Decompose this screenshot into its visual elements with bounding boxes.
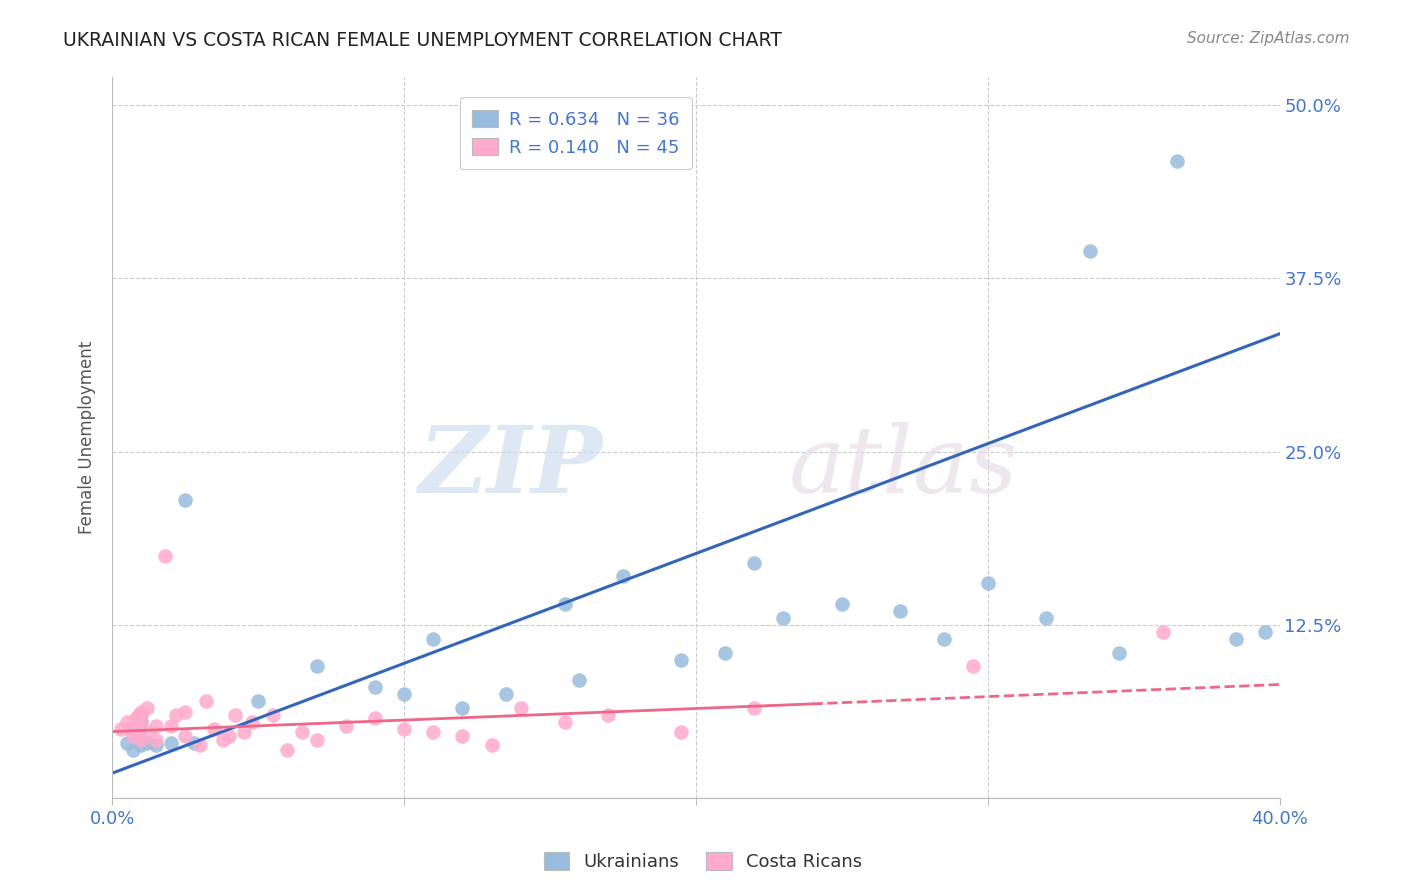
Point (194, 694, 217, 708)
Point (392, 722, 415, 736)
Text: UKRAINIAN VS COSTA RICAN FEMALE UNEMPLOYMENT CORRELATION CHART: UKRAINIAN VS COSTA RICAN FEMALE UNEMPLOY… (63, 31, 782, 50)
Point (128, 729, 150, 743)
Point (568, 673, 591, 688)
Point (962, 659, 984, 673)
Point (495, 687, 517, 701)
Point (742, 701, 765, 715)
Point (831, 597, 853, 611)
Point (128, 724, 150, 739)
Point (145, 733, 167, 747)
Point (1078, 244, 1101, 258)
Point (451, 729, 474, 743)
Point (1035, 611, 1057, 625)
Point (121, 742, 143, 756)
Point (772, 611, 794, 625)
Point (224, 708, 246, 723)
Point (115, 736, 138, 750)
Y-axis label: Female Unemployment: Female Unemployment (79, 341, 96, 534)
Point (932, 632, 955, 646)
Point (509, 701, 531, 715)
Point (291, 724, 314, 739)
Point (232, 724, 254, 739)
Point (1166, 153, 1188, 168)
Point (153, 549, 176, 563)
Point (131, 705, 153, 719)
Point (247, 694, 270, 708)
Point (305, 733, 328, 747)
Point (136, 724, 159, 739)
Point (364, 680, 387, 694)
Text: Source: ZipAtlas.com: Source: ZipAtlas.com (1187, 31, 1350, 46)
Point (118, 722, 141, 736)
Point (481, 739, 503, 753)
Point (1225, 632, 1247, 646)
Point (131, 733, 153, 747)
Point (262, 708, 284, 723)
Point (124, 719, 146, 733)
Point (131, 739, 153, 753)
Point (392, 687, 415, 701)
Point (977, 576, 1000, 591)
Text: ZIP: ZIP (418, 422, 603, 512)
Point (174, 729, 197, 743)
Point (145, 719, 167, 733)
Point (364, 711, 387, 725)
Point (131, 708, 153, 723)
Point (174, 705, 197, 719)
Point (159, 736, 181, 750)
Point (212, 733, 235, 747)
Point (131, 714, 153, 729)
Point (136, 736, 159, 750)
Point (165, 708, 187, 723)
Point (115, 714, 138, 729)
Text: atlas: atlas (789, 422, 1019, 512)
Point (110, 722, 132, 736)
Point (451, 701, 474, 715)
Point (598, 708, 620, 723)
Point (124, 711, 146, 725)
Point (554, 597, 576, 611)
Point (128, 708, 150, 723)
Point (305, 659, 328, 673)
Point (422, 724, 444, 739)
Point (183, 736, 205, 750)
Point (121, 729, 143, 743)
Point (124, 722, 146, 736)
Legend: Ukrainians, Costa Ricans: Ukrainians, Costa Ricans (537, 846, 869, 879)
Point (276, 742, 298, 756)
Point (742, 556, 765, 570)
Point (145, 739, 167, 753)
Point (136, 701, 159, 715)
Point (671, 652, 693, 666)
Point (188, 739, 211, 753)
Point (1152, 624, 1174, 639)
Point (422, 632, 444, 646)
Point (240, 714, 263, 729)
Point (554, 714, 576, 729)
Legend: R = 0.634   N = 36, R = 0.140   N = 45: R = 0.634 N = 36, R = 0.140 N = 45 (460, 97, 692, 169)
Point (202, 722, 225, 736)
Point (335, 719, 357, 733)
Point (889, 604, 911, 618)
Point (159, 719, 181, 733)
Point (218, 729, 240, 743)
Point (612, 569, 634, 583)
Point (1254, 624, 1277, 639)
Point (671, 724, 693, 739)
Point (714, 646, 737, 660)
Point (1108, 646, 1130, 660)
Point (131, 714, 153, 729)
Point (174, 493, 197, 508)
